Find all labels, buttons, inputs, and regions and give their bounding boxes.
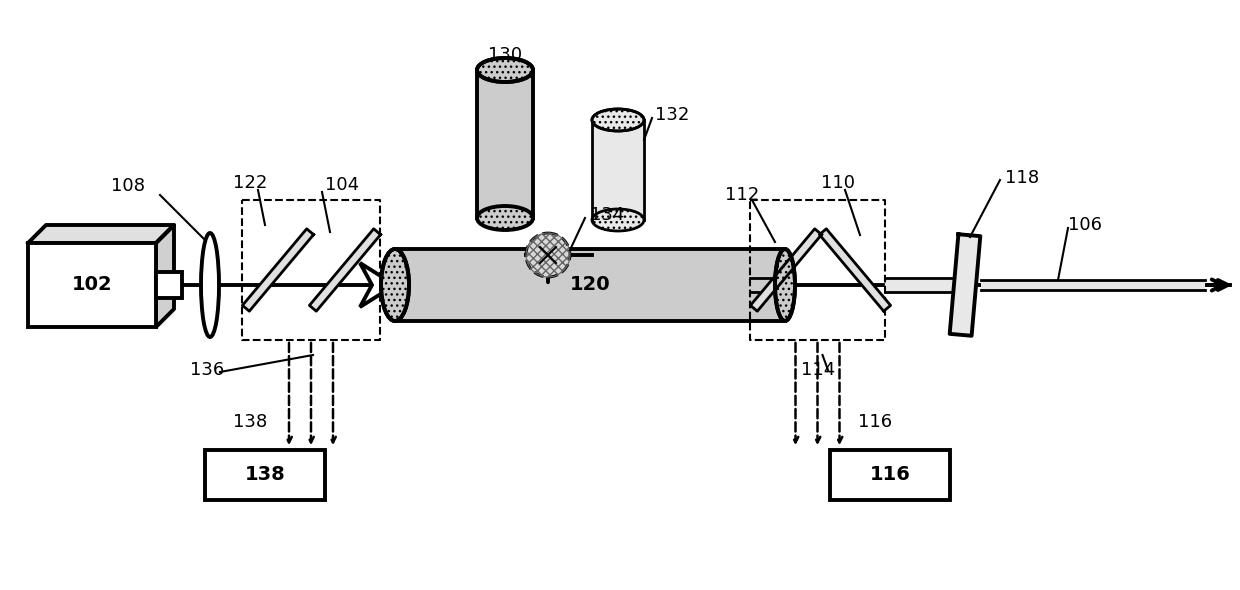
Text: 116: 116 [869, 466, 910, 484]
Ellipse shape [591, 109, 644, 131]
Text: 114: 114 [801, 361, 835, 379]
Text: 112: 112 [725, 186, 759, 204]
Bar [477, 70, 533, 218]
Ellipse shape [381, 249, 409, 321]
Text: 110: 110 [821, 174, 856, 192]
Polygon shape [750, 229, 822, 311]
Ellipse shape [201, 233, 219, 337]
Ellipse shape [591, 209, 644, 231]
Text: 106: 106 [1068, 216, 1102, 234]
Text: 138: 138 [233, 413, 267, 431]
Text: 130: 130 [487, 46, 522, 64]
Ellipse shape [477, 58, 533, 82]
Polygon shape [950, 234, 981, 336]
Text: 138: 138 [244, 466, 285, 484]
Ellipse shape [775, 249, 795, 321]
Bar [830, 450, 950, 500]
Text: 134: 134 [590, 206, 625, 224]
Text: 102: 102 [72, 276, 113, 294]
Circle shape [526, 233, 570, 277]
Text: 104: 104 [325, 176, 360, 194]
Bar [981, 280, 1205, 290]
Text: 136: 136 [190, 361, 224, 379]
Ellipse shape [477, 206, 533, 230]
Bar [205, 450, 325, 500]
Bar [396, 249, 785, 321]
Bar [591, 120, 644, 220]
Polygon shape [360, 263, 396, 307]
Polygon shape [242, 229, 314, 311]
Text: 116: 116 [858, 413, 892, 431]
Bar [156, 272, 182, 298]
Polygon shape [29, 225, 174, 243]
Text: 108: 108 [112, 177, 145, 195]
Text: 118: 118 [1004, 169, 1039, 187]
Polygon shape [156, 225, 174, 327]
Polygon shape [820, 229, 890, 311]
Text: 120: 120 [569, 276, 610, 294]
Text: 122: 122 [233, 174, 267, 192]
Text: 132: 132 [655, 106, 689, 124]
Bar [29, 243, 156, 327]
Polygon shape [310, 229, 381, 311]
